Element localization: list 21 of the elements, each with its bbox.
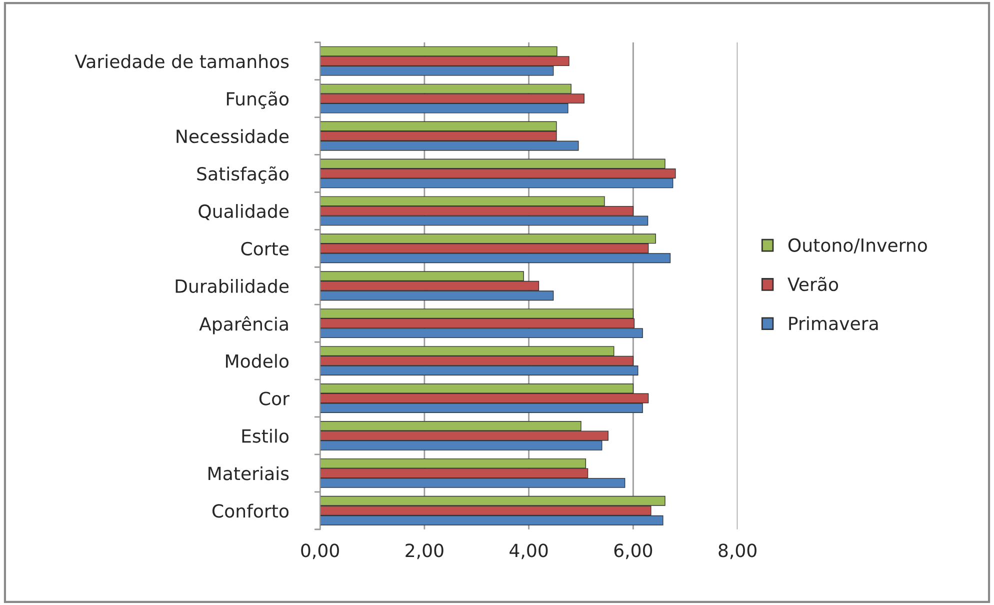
legend-label: Outono/Inverno	[788, 238, 927, 254]
y-tick-label: Conforto	[212, 504, 289, 518]
y-tick-label: Variedade de tamanhos	[74, 54, 289, 68]
x-tick-label: 6,00	[614, 544, 652, 560]
y-tick-label: Estilo	[242, 428, 289, 443]
x-tick-label: 0,00	[301, 544, 339, 560]
y-tick-label: Qualidade	[198, 204, 289, 220]
x-tick-label: 2,00	[406, 544, 444, 560]
y-tick-label: Necessidade	[176, 129, 289, 144]
x-tick-label: 8,00	[718, 544, 756, 560]
y-tick-label: Durabilidade	[176, 279, 289, 293]
y-tick-label: Modelo	[226, 354, 289, 368]
y-tick-label: Materiais	[208, 466, 289, 480]
legend-label: Primavera	[789, 316, 878, 330]
y-tick-label: Aparência	[199, 316, 288, 334]
y-tick-label: Satisfação	[197, 166, 289, 184]
x-tick-label: 4,00	[510, 544, 548, 560]
y-tick-label: Cor	[259, 392, 290, 406]
y-tick-label: Função	[226, 91, 289, 109]
y-tick-label: Corte	[241, 242, 289, 256]
legend-label: Verão	[788, 276, 838, 292]
